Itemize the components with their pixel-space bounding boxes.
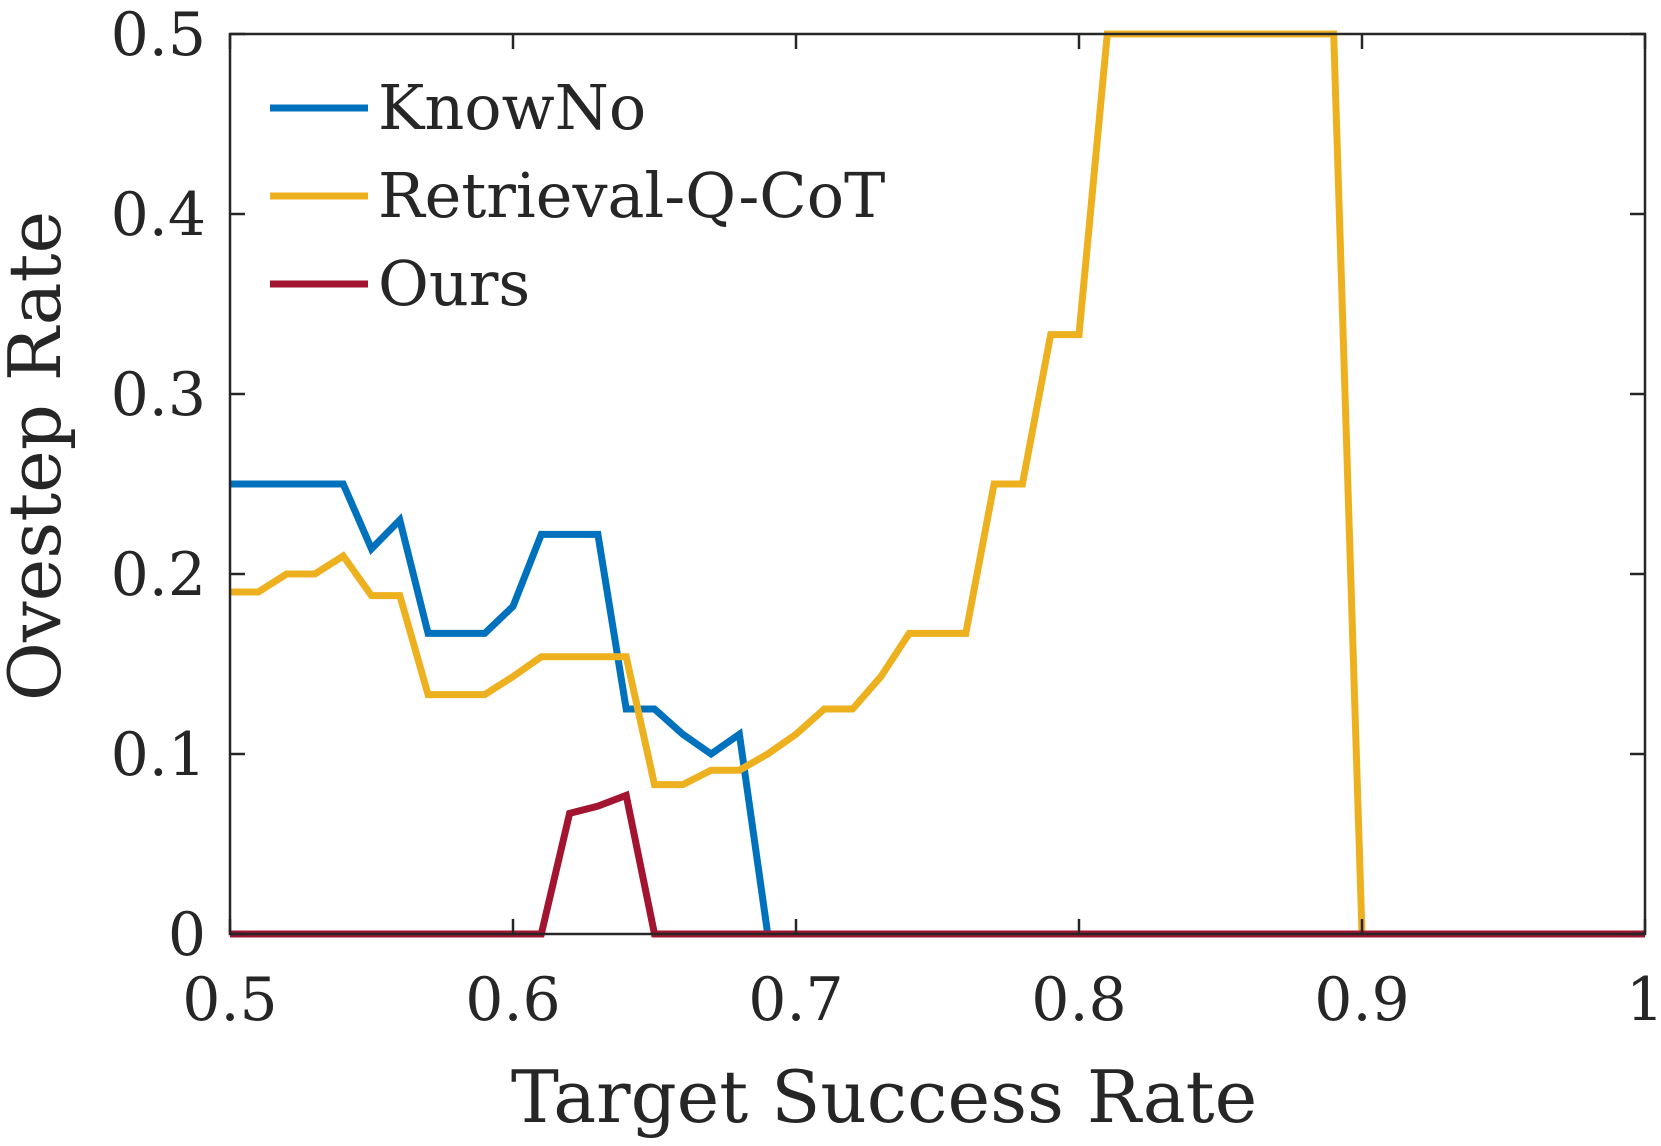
legend-label-ours: Ours — [378, 247, 530, 320]
legend-label-knowno: KnowNo — [378, 71, 646, 144]
x-tick-label: 0.8 — [1031, 965, 1126, 1035]
x-axis-title: Target Success Rate — [511, 1055, 1257, 1139]
y-tick-label: 0.3 — [111, 360, 206, 430]
plot-area — [230, 34, 1645, 934]
y-tick-label: 0.4 — [111, 180, 206, 250]
plot-background — [230, 34, 1645, 934]
series-line-retrieval-q-cot — [230, 30, 1645, 938]
x-tick-label: 0.6 — [465, 965, 560, 1035]
series-line-knowno — [230, 480, 1645, 938]
x-tick-label: 0.7 — [748, 965, 843, 1035]
x-tick-label: 0.9 — [1314, 965, 1409, 1035]
legend: KnowNo Retrieval-Q-CoT Ours — [270, 71, 885, 320]
y-tick-label: 0.1 — [111, 720, 206, 790]
axes-layer: 0.5 0.6 0.7 0.8 0.9 1 0 0.1 0.2 0.3 0.4 0.5 — [111, 0, 1661, 1035]
axes-box — [228, 32, 1647, 936]
y-axis-title: Ovestep Rate — [0, 211, 77, 701]
y-tick-label: 0.5 — [111, 0, 206, 70]
y-tick-label: 0.2 — [111, 540, 206, 610]
legend-label-retrieval-q-cot: Retrieval-Q-CoT — [378, 159, 885, 232]
x-tick-label: 1 — [1626, 965, 1661, 1035]
x-tick-label: 0.5 — [182, 965, 277, 1035]
y-tick-label: 0 — [168, 900, 206, 970]
